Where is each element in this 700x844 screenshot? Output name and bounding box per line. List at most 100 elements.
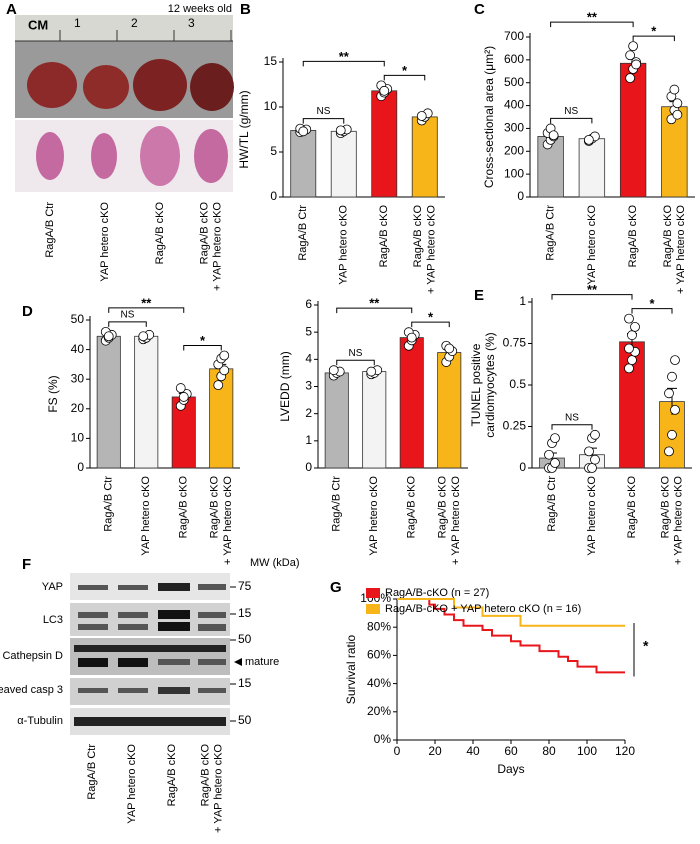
category-label: RagA/B cKO+ YAP hetero cKO (662, 205, 687, 294)
y-tick-label: 0 (519, 460, 526, 474)
data-point (590, 429, 600, 440)
category-label: RagA/B cKO (166, 744, 178, 807)
data-point (548, 130, 559, 141)
category-label: RagA/B Ctr (545, 205, 557, 261)
blot-marker-label: 50 (238, 632, 252, 646)
blot-marker-label: 15 (238, 676, 252, 690)
x-tick-label: 100 (577, 744, 597, 758)
data-point (670, 404, 680, 415)
y-tick-label: 0 (270, 189, 277, 203)
data-point (219, 365, 230, 376)
y-tick-label: 4 (305, 352, 312, 366)
blot-row-label: Cathepsin D (2, 650, 63, 662)
data-point (672, 98, 683, 109)
significance-bracket (411, 321, 450, 328)
panel-label: B (240, 1, 251, 18)
significance-bracket (336, 307, 413, 314)
y-tick-label: 0 (517, 189, 524, 203)
survival-line (397, 598, 625, 627)
category-label: RagA/B Ctr (86, 744, 98, 800)
significance-label: NS (564, 106, 578, 117)
data-point (213, 380, 224, 391)
bar (619, 62, 647, 198)
blot-marker-label: mature (245, 656, 279, 668)
data-point (587, 463, 597, 473)
blot-row-label: LC3 (43, 614, 63, 626)
heart-photo (15, 15, 234, 192)
blot-row-label: YAP (42, 581, 63, 593)
panel-label: E (474, 287, 484, 304)
significance-bracket (183, 345, 222, 351)
data-point (625, 50, 636, 61)
category-label: YAP hetero cKO (586, 476, 598, 556)
significance-bracket (551, 294, 633, 300)
significance-label: * (200, 333, 206, 348)
bar (411, 116, 438, 198)
y-tick-label: 10 (71, 431, 85, 445)
bar (330, 130, 357, 198)
significance-label: ** (587, 282, 598, 297)
category-label: RagA/B Ctr (331, 476, 343, 532)
ruler-label: 1 (74, 16, 81, 30)
legend-swatch (366, 604, 380, 614)
mw-title: MW (kDa) (250, 557, 300, 569)
data-point (584, 446, 594, 457)
data-point (444, 343, 455, 354)
data-point (175, 383, 186, 393)
significance-label: NS (121, 309, 135, 320)
significance-bracket (550, 117, 593, 124)
x-tick-label: 0 (394, 744, 401, 758)
y-tick-label: 1 (519, 294, 526, 308)
y-tick-label: 700 (504, 29, 524, 43)
panel-label: C (474, 1, 485, 18)
data-point (667, 371, 677, 382)
y-tick-label: 0.25 (503, 419, 527, 433)
blot-marker-label: 50 (238, 713, 252, 727)
y-tick-label: 60% (367, 648, 391, 662)
y-tick-label: 15 (264, 54, 278, 68)
y-tick-label: 20% (367, 704, 391, 718)
data-point (664, 446, 674, 457)
legend-swatch (366, 588, 380, 598)
category-label: YAP hetero cKO (99, 202, 111, 282)
data-point (335, 125, 346, 136)
data-point (670, 355, 680, 366)
data-point (550, 433, 560, 444)
panel-label: A (6, 1, 17, 18)
y-tick-label: 6 (305, 297, 312, 311)
data-point (583, 134, 594, 145)
category-label: YAP hetero cKO (140, 476, 152, 556)
significance-bracket (632, 35, 675, 42)
significance-label: ** (339, 49, 350, 64)
bar (399, 337, 424, 469)
bar (96, 335, 121, 469)
significance-bracket (383, 74, 426, 81)
category-label: RagA/B cKO+ YAP hetero cKO (437, 476, 462, 565)
data-point (366, 366, 377, 377)
category-label: YAP hetero cKO (338, 205, 350, 285)
data-point (550, 458, 560, 468)
category-label: RagA/B Ctr (297, 205, 309, 261)
y-axis-label: Cross-sectional area (μm²) (482, 46, 496, 188)
y-tick-label: 40 (71, 342, 85, 356)
bar (437, 352, 462, 469)
y-tick-label: 3 (305, 379, 312, 393)
category-label: RagA/B cKO (378, 205, 390, 268)
data-point (624, 313, 634, 324)
y-tick-label: 300 (504, 121, 524, 135)
blot-marker-label: 15 (238, 606, 252, 620)
panel-label: G (330, 579, 342, 596)
data-point (590, 454, 600, 465)
panel-label: D (22, 303, 33, 320)
y-tick-label: 0.5 (509, 377, 526, 391)
category-label: RagA/B cKO+ YAP hetero cKO (209, 476, 234, 565)
bar (324, 372, 349, 469)
y-tick-label: 50 (71, 312, 85, 326)
data-point (379, 85, 390, 96)
x-tick-label: 60 (504, 744, 518, 758)
y-tick-label: 0 (305, 460, 312, 474)
category-label: RagA/B cKO+ YAP hetero cKO (659, 476, 684, 565)
significance-label: ** (141, 295, 152, 310)
ruler-label: CM (28, 17, 48, 32)
annotation: * (643, 638, 649, 654)
